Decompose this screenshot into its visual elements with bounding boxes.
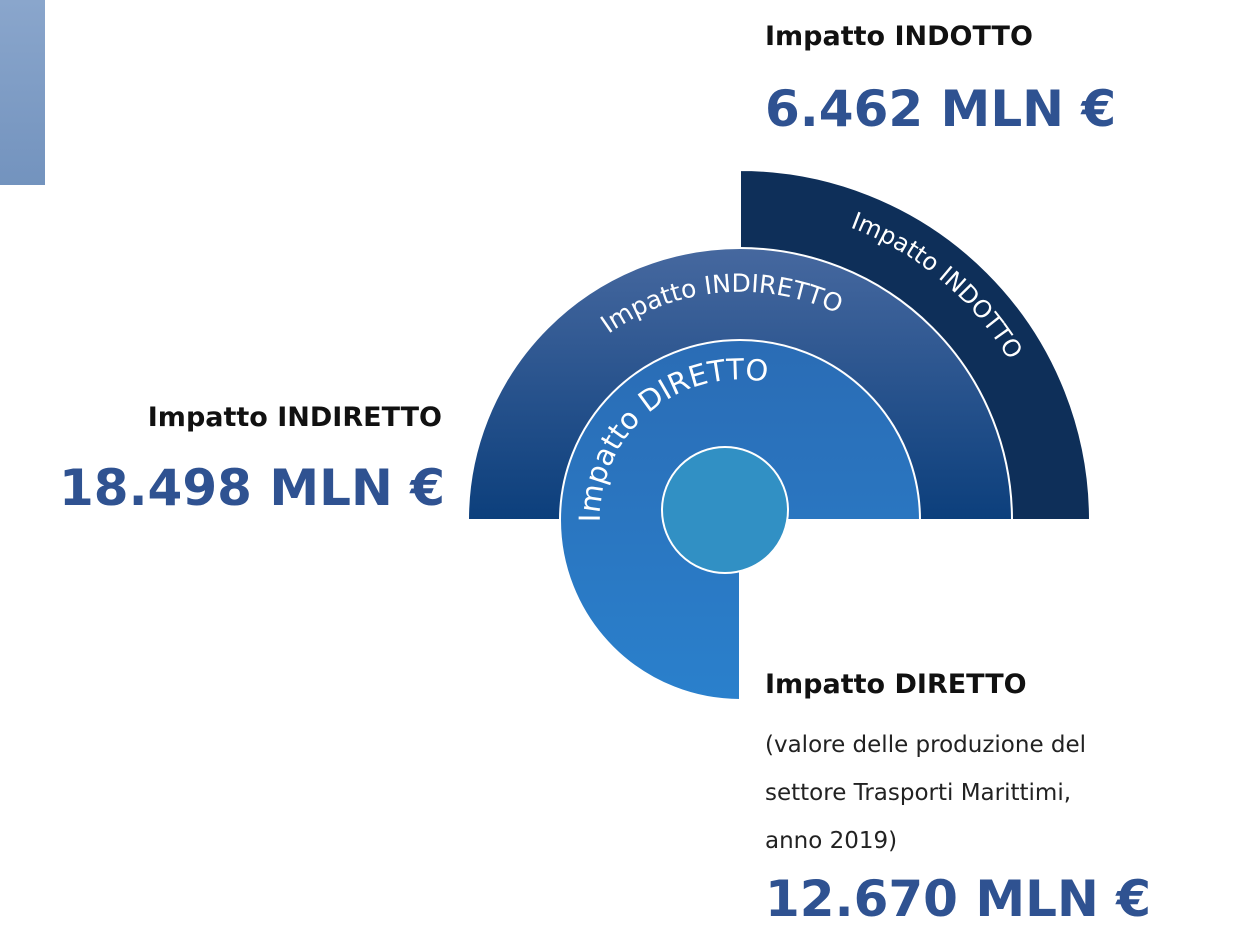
indiretto-amount: 18.498 MLN € [59,459,445,517]
indotto-amount: 6.462 MLN € [765,80,1116,138]
diretto-description: anno 2019) [765,828,897,854]
center-circle [661,446,789,574]
diretto-description: (valore delle produzione del [765,732,1086,758]
diretto-amount: 12.670 MLN € [765,870,1151,928]
accent-bar [0,0,45,185]
ring-diretto [559,339,922,702]
diretto-title: Impatto DIRETTO [765,669,1027,700]
indiretto-title: Impatto INDIRETTO [148,402,442,433]
diretto-description: settore Trasporti Marittimi, [765,780,1071,806]
indotto-title: Impatto INDOTTO [765,21,1033,52]
